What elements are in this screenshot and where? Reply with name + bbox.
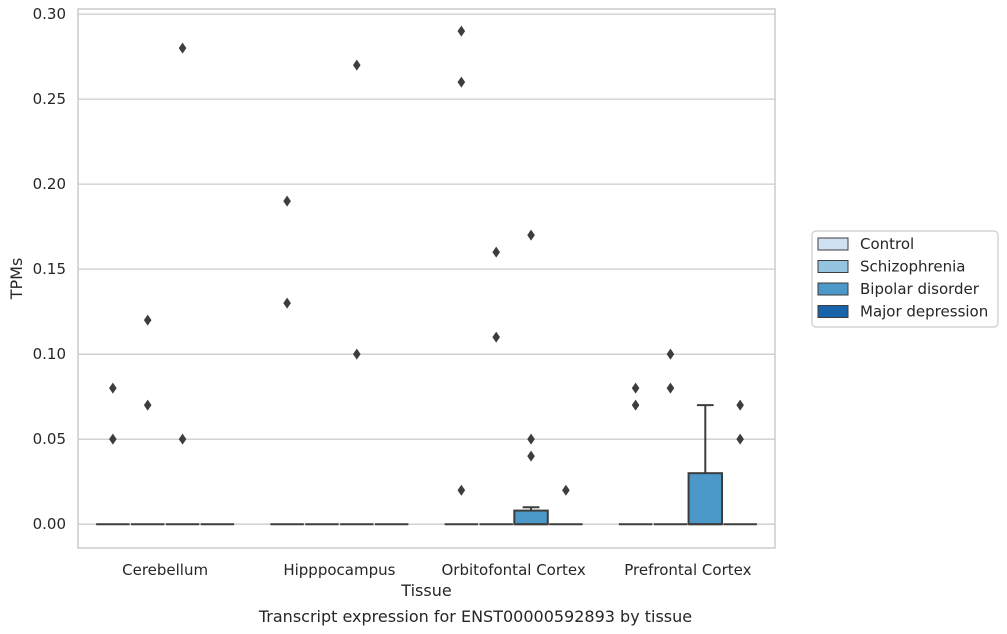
outlier-point: [527, 450, 535, 462]
outlier-point: [353, 59, 361, 71]
outlier-point: [457, 25, 466, 37]
legend-entry: Control: [860, 235, 914, 253]
legend-swatch: [817, 282, 849, 296]
y-tick-label: 0.05: [33, 430, 66, 448]
outlier-point: [631, 382, 640, 394]
outlier-point: [631, 399, 640, 411]
y-tick-label: 0.15: [33, 260, 66, 278]
x-tick-label: Orbitofontal Cortex: [442, 561, 586, 579]
outlier-point: [143, 399, 152, 411]
grid-lines: [78, 13, 775, 525]
legend-entry: Major depression: [860, 303, 988, 321]
outlier-point: [457, 76, 466, 88]
y-tick-label: 0.10: [33, 345, 66, 363]
y-tick-label: 0.20: [33, 175, 66, 193]
x-tick-label: Prefrontal Cortex: [624, 561, 751, 579]
y-tick-label: 0.30: [33, 5, 66, 23]
legend: Control Schizophrenia Bipolar disorder Majo…: [811, 230, 999, 328]
outlier-point: [527, 433, 535, 445]
legend-swatch: [817, 237, 849, 251]
legend-swatch: [817, 260, 849, 273]
legend-frame: [811, 230, 999, 328]
x-tick-label: Cerebellum: [122, 561, 208, 579]
outlier-point: [283, 195, 291, 207]
plot-frame: [77, 8, 776, 549]
x-axis-ticks: Cerebellum Hipppocampus Orbitofontal Corte…: [122, 561, 751, 579]
y-tick-label: 0.00: [33, 515, 66, 533]
outlier-point: [143, 314, 152, 326]
outlier-point: [109, 433, 117, 445]
outlier-point: [353, 348, 361, 360]
legend-entry: Schizophrenia: [860, 258, 965, 276]
outlier-point: [492, 246, 500, 258]
outlier-point: [109, 382, 117, 394]
outlier-point: [457, 484, 466, 496]
outlier-point: [492, 331, 500, 343]
outlier-point: [178, 42, 187, 54]
box-plot-marks: [96, 25, 757, 526]
x-tick-label: Hipppocampus: [283, 561, 395, 579]
box-bipolar-disorder: [513, 509, 549, 526]
y-axis-label: TPMs: [7, 258, 26, 301]
outlier-point: [527, 229, 535, 241]
outlier-point: [283, 297, 291, 309]
x-axis-label: Tissue: [400, 581, 451, 600]
outlier-point: [562, 484, 570, 496]
outlier-point: [178, 433, 187, 445]
legend-entry: Bipolar disorder: [860, 280, 980, 298]
chart-caption: Transcript expression for ENST0000059289…: [258, 607, 692, 626]
box-bipolar-disorder: [687, 472, 724, 526]
y-axis-ticks: 0.00 0.05 0.10 0.15 0.20 0.25 0.30: [33, 5, 66, 533]
outlier-point: [666, 348, 675, 360]
outlier-point: [736, 433, 744, 445]
outlier-point: [736, 399, 744, 411]
outlier-point: [666, 382, 675, 394]
legend-swatch: [817, 305, 849, 318]
y-tick-label: 0.25: [33, 90, 66, 108]
